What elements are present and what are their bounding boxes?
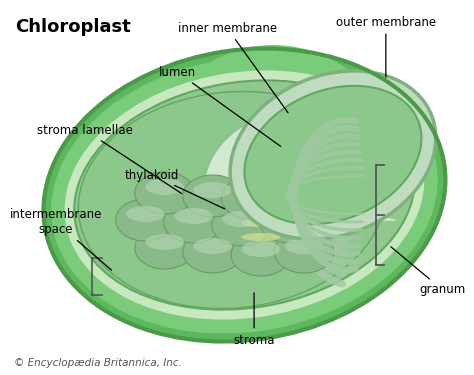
Ellipse shape [242, 205, 280, 213]
Ellipse shape [285, 238, 323, 254]
Text: granum: granum [391, 247, 466, 297]
Ellipse shape [222, 211, 261, 227]
Ellipse shape [271, 200, 309, 208]
Ellipse shape [234, 203, 287, 221]
Text: intermembrane
space: intermembrane space [10, 208, 111, 270]
Text: Chloroplast: Chloroplast [16, 18, 131, 36]
Ellipse shape [212, 204, 272, 246]
Ellipse shape [263, 198, 316, 216]
Text: outer membrane: outer membrane [336, 15, 436, 77]
Ellipse shape [260, 201, 319, 243]
Ellipse shape [242, 219, 280, 227]
Ellipse shape [234, 189, 287, 207]
Ellipse shape [44, 48, 446, 342]
Ellipse shape [242, 241, 280, 257]
Text: stroma lamellae: stroma lamellae [37, 123, 182, 194]
Ellipse shape [271, 172, 309, 180]
Ellipse shape [242, 233, 280, 241]
Ellipse shape [144, 45, 403, 315]
Ellipse shape [230, 71, 436, 239]
Ellipse shape [135, 227, 194, 269]
Ellipse shape [221, 177, 281, 219]
Ellipse shape [51, 57, 438, 333]
Ellipse shape [174, 208, 213, 224]
Ellipse shape [242, 191, 280, 199]
Ellipse shape [78, 92, 385, 309]
Ellipse shape [231, 234, 291, 276]
Ellipse shape [146, 179, 184, 195]
Text: thylakoid: thylakoid [125, 168, 225, 209]
Ellipse shape [245, 86, 421, 224]
Ellipse shape [146, 234, 184, 250]
Text: stroma: stroma [233, 293, 275, 346]
Ellipse shape [271, 208, 309, 224]
Text: © Encyclopædia Britannica, Inc.: © Encyclopædia Britannica, Inc. [14, 358, 182, 368]
Ellipse shape [183, 175, 243, 217]
Ellipse shape [116, 199, 175, 241]
Ellipse shape [193, 238, 232, 254]
Text: inner membrane: inner membrane [178, 21, 288, 113]
Ellipse shape [263, 226, 316, 244]
Ellipse shape [234, 231, 287, 249]
Ellipse shape [263, 184, 316, 202]
Ellipse shape [126, 206, 164, 222]
Ellipse shape [232, 184, 271, 200]
Ellipse shape [274, 231, 334, 273]
Ellipse shape [193, 182, 232, 198]
Ellipse shape [74, 80, 415, 310]
Ellipse shape [183, 231, 243, 273]
Ellipse shape [164, 201, 223, 243]
Ellipse shape [64, 70, 424, 320]
Ellipse shape [234, 217, 287, 235]
Ellipse shape [271, 186, 309, 194]
Ellipse shape [135, 172, 194, 214]
Text: lumen: lumen [158, 66, 281, 146]
Ellipse shape [271, 214, 309, 222]
Ellipse shape [263, 212, 316, 230]
Polygon shape [184, 110, 395, 220]
Ellipse shape [263, 170, 316, 188]
Ellipse shape [271, 228, 309, 236]
